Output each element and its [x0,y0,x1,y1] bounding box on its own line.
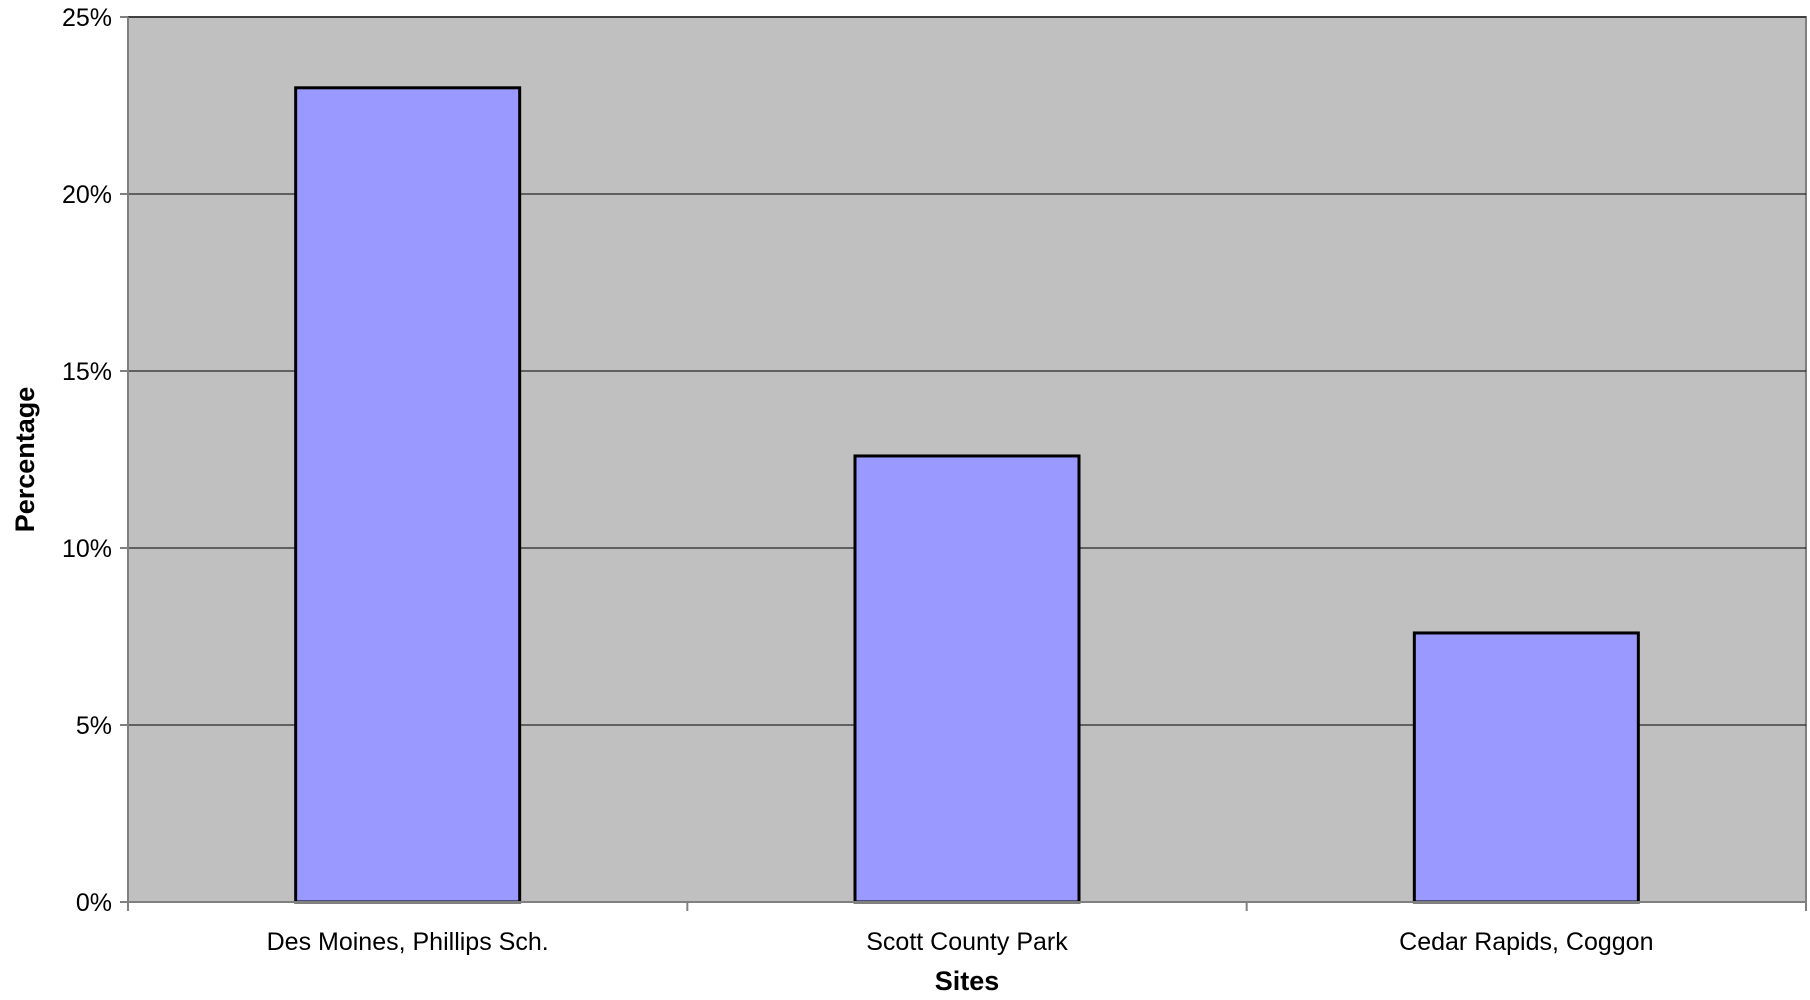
x-category-label: Des Moines, Phillips Sch. [267,928,549,956]
y-tick-label: 25% [62,4,112,32]
y-tick-label: 5% [76,712,112,740]
x-category-label: Cedar Rapids, Coggon [1399,928,1653,956]
bar-1 [853,454,1081,904]
axes [127,17,1806,903]
y-tick-label: 0% [76,889,112,917]
y-axis-title: Percentage [10,387,40,533]
x-axis-title: Sites [935,966,1000,996]
bar-0 [294,86,522,904]
y-axis-ticks: 0% 5% 10% 15% 20% 25% [62,4,128,917]
y-tick-label: 10% [62,535,112,563]
x-category-label: Scott County Park [866,928,1068,956]
x-axis-ticks: Des Moines, Phillips Sch. Scott County Pa… [127,902,1807,956]
bar-2 [1412,631,1640,904]
y-tick-label: 15% [62,358,112,386]
bars [294,86,1640,904]
y-tick-label: 20% [62,181,112,209]
